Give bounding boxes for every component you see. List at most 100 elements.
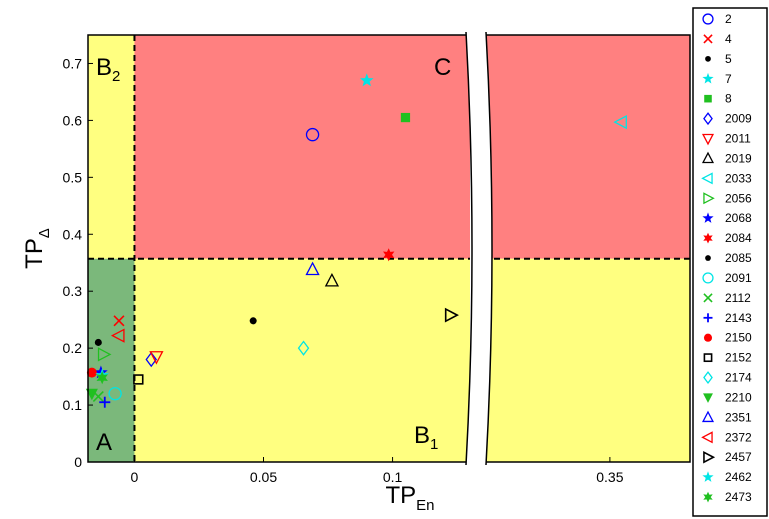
legend-label-2011: 2011 <box>725 132 751 146</box>
legend-label-7: 7 <box>725 72 732 86</box>
legend-marker-2019 <box>701 151 715 164</box>
legend-label-2152: 2152 <box>725 351 752 365</box>
y-tick-label: 0.1 <box>63 397 83 413</box>
legend-marker-2372 <box>701 431 713 444</box>
legend-label-4: 4 <box>725 32 732 46</box>
y-axis-label-sub: Δ <box>36 228 53 238</box>
legend-label-2143: 2143 <box>725 311 752 325</box>
legend-label-2174: 2174 <box>725 371 752 385</box>
legend-label-2372: 2372 <box>725 430 752 444</box>
legend-label-2091: 2091 <box>725 271 752 285</box>
region-c-right <box>484 35 690 259</box>
y-tick-label: 0.3 <box>63 283 83 299</box>
data-point-2011 <box>149 351 164 365</box>
data-point-2152 <box>133 374 144 385</box>
data-point-2009 <box>145 351 157 368</box>
y-tick-label: 0.2 <box>63 340 83 356</box>
legend-label-2084: 2084 <box>725 231 752 245</box>
legend-label-2033: 2033 <box>725 171 752 185</box>
data-point-2 <box>305 127 320 142</box>
legend-marker-2056 <box>703 192 715 205</box>
legend-marker-4 <box>703 34 713 44</box>
legend-marker-2112 <box>703 293 713 303</box>
data-point-5 <box>94 338 102 346</box>
legend-label-2473: 2473 <box>725 490 752 504</box>
legend-label-2009: 2009 <box>725 112 752 126</box>
axis-frame-left <box>87 34 470 463</box>
legend-marker-2091 <box>702 272 714 284</box>
legend-label-2112: 2112 <box>725 291 751 305</box>
legend-marker-8 <box>704 94 712 103</box>
legend-marker-2033 <box>701 172 713 185</box>
data-point-2143 <box>99 396 111 408</box>
data-point-2091 <box>108 386 122 401</box>
legend-label-2210: 2210 <box>725 390 752 404</box>
legend-label-2150: 2150 <box>725 331 752 345</box>
legend-label-2457: 2457 <box>725 450 752 464</box>
legend-marker-2068 <box>702 212 714 223</box>
legend-marker-2174 <box>703 371 713 385</box>
x-tick-label: 0.1 <box>383 469 403 485</box>
y-tick-label: 0.5 <box>63 169 83 185</box>
region-a-label: A <box>96 429 112 456</box>
x-tick-label: 0.35 <box>596 469 623 485</box>
legend-label-2056: 2056 <box>725 191 752 205</box>
legend-marker-7 <box>702 72 714 84</box>
legend-marker-2150 <box>703 333 713 342</box>
x-tick-label: 0.05 <box>250 469 277 485</box>
y-tick-label: 0.4 <box>63 226 83 242</box>
data-point-2210 <box>85 388 98 401</box>
x-tick-label: 0 <box>131 469 139 485</box>
region-c <box>134 35 470 259</box>
legend-marker-2351 <box>701 410 715 423</box>
legend-marker-2084 <box>703 232 713 244</box>
legend-marker-2011 <box>701 133 715 146</box>
region-c-label: C <box>434 54 451 81</box>
region-b1 <box>134 258 470 462</box>
region-b1-label-sub: 1 <box>430 436 438 453</box>
data-point-2019 <box>324 272 340 287</box>
legend-marker-2457 <box>703 450 716 464</box>
data-point-2473 <box>96 371 108 385</box>
y-tick-label: 0.6 <box>63 112 83 128</box>
data-point-4 <box>113 315 125 327</box>
region-b1-right <box>484 258 690 462</box>
data-point-2084 <box>383 248 395 262</box>
data-point-8 <box>400 112 411 123</box>
x-axis-label-sub: En <box>416 497 434 514</box>
legend-marker-2462 <box>702 471 714 482</box>
legend-marker-2143 <box>703 313 713 323</box>
data-point-2150 <box>86 367 97 378</box>
legend-marker-2085 <box>705 255 711 261</box>
data-point-7 <box>360 73 374 87</box>
legend-label-2: 2 <box>725 12 732 26</box>
data-point-2056 <box>97 347 112 362</box>
legend-label-2462: 2462 <box>725 470 752 484</box>
axis-break-right-curve <box>485 31 493 466</box>
axis-frame-right <box>484 34 691 463</box>
legend-marker-2 <box>702 13 714 25</box>
legend-marker-2473 <box>703 491 713 503</box>
legend-label-8: 8 <box>725 92 732 106</box>
y-tick-label: 0 <box>74 454 82 470</box>
y-axis-label: TPΔ <box>21 228 53 269</box>
y-tick-label: 0.7 <box>63 55 83 71</box>
data-point-2085 <box>249 317 257 325</box>
legend-label-5: 5 <box>725 52 732 66</box>
data-point-2033 <box>613 114 627 130</box>
axis-break-left-curve <box>465 31 473 466</box>
legend-marker-2009 <box>703 112 713 126</box>
legend-marker-2210 <box>703 393 713 403</box>
region-b2-label-sub: 2 <box>112 68 120 85</box>
legend-label-2068: 2068 <box>725 211 752 225</box>
region-b2 <box>88 35 135 259</box>
axis-break-gap <box>466 32 492 465</box>
region-a <box>88 258 135 462</box>
legend-marker-5 <box>705 55 711 62</box>
data-point-2174 <box>297 340 310 356</box>
legend-box <box>692 7 768 517</box>
legend-marker-2152 <box>703 353 713 363</box>
legend-label-2351: 2351 <box>725 410 752 424</box>
